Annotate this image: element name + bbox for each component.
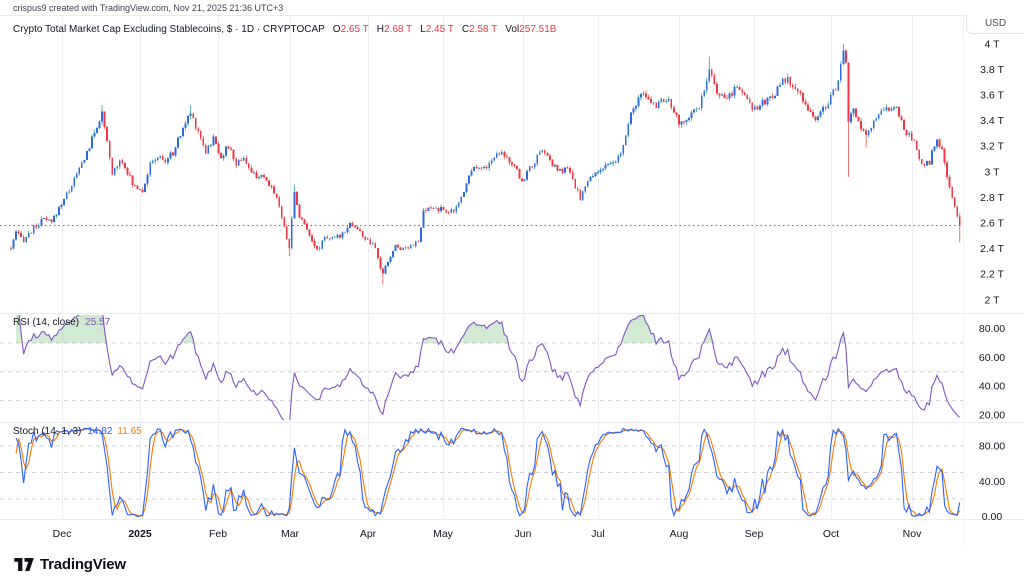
svg-text:Mar: Mar [281, 528, 300, 540]
symbol-title: Crypto Total Market Cap Excluding Stable… [13, 24, 325, 35]
stoch-axis-labels: 80.00 40.00 0.00 [979, 441, 1005, 524]
ohlc-close: C2.58 T [461, 24, 498, 35]
candle-bodies [10, 50, 961, 274]
stoch-d-value: 11.65 [117, 426, 142, 437]
ohlc-open: O2.65 T [332, 24, 369, 35]
svg-text:3.6 T: 3.6 T [980, 90, 1004, 102]
indicator-band-lines [0, 342, 963, 500]
svg-text:Apr: Apr [360, 528, 377, 540]
svg-text:2 T: 2 T [985, 294, 1001, 306]
stoch-legend: Stoch (14, 1, 3) 14.82 11.65 [13, 426, 142, 437]
rsi-axis-labels: 80.00 60.00 40.00 20.00 [979, 323, 1005, 421]
svg-text:Jun: Jun [515, 528, 532, 540]
symbol-legend: Crypto Total Market Cap Excluding Stable… [13, 24, 556, 35]
svg-text:Sep: Sep [745, 528, 764, 540]
svg-text:80.00: 80.00 [979, 441, 1005, 453]
svg-text:20.00: 20.00 [979, 410, 1005, 422]
tradingview-brand-link[interactable]: TradingView [14, 556, 126, 573]
panel-separators [0, 15, 1024, 546]
svg-text:2.8 T: 2.8 T [980, 192, 1004, 204]
rsi-name: RSI (14, close) [13, 317, 80, 328]
svg-text:80.00: 80.00 [979, 323, 1005, 335]
svg-text:Oct: Oct [823, 528, 839, 540]
month-gridlines [62, 16, 913, 519]
svg-text:2.6 T: 2.6 T [980, 218, 1004, 230]
svg-text:Feb: Feb [209, 528, 227, 540]
svg-text:Jul: Jul [591, 528, 604, 540]
svg-text:40.00: 40.00 [979, 476, 1005, 488]
attribution-text: crispus9 created with TradingView.com, N… [13, 3, 284, 13]
svg-text:3 T: 3 T [985, 166, 1001, 178]
tradingview-logo-icon [14, 558, 34, 571]
rsi-line [18, 315, 961, 420]
svg-text:60.00: 60.00 [979, 352, 1005, 364]
svg-text:2025: 2025 [128, 528, 152, 540]
svg-text:Aug: Aug [670, 528, 689, 540]
rsi-overbought-fill [16, 315, 960, 343]
svg-text:4 T: 4 T [985, 38, 1001, 50]
stoch-k-line [15, 427, 961, 518]
rsi-value: 25.57 [85, 317, 111, 328]
time-axis-labels: Dec 2025 Feb Mar Apr May Jun Jul Aug Sep Oct Nov [53, 528, 922, 540]
candle-wicks [10, 43, 961, 285]
svg-text:2.4 T: 2.4 T [980, 243, 1004, 255]
svg-text:Nov: Nov [903, 528, 922, 540]
volume-readout: Vol257.51B [505, 24, 557, 35]
svg-text:0.00: 0.00 [982, 511, 1003, 523]
ohlc-low: L2.45 T [420, 24, 454, 35]
price-axis-labels: 4 T 3.8 T 3.6 T 3.4 T 3.2 T 3 T 2.8 T 2.6 T 2.4 … [980, 38, 1004, 306]
svg-text:2.2 T: 2.2 T [980, 269, 1004, 281]
rsi-legend: RSI (14, close) 25.57 [13, 317, 110, 328]
svg-text:40.00: 40.00 [979, 381, 1005, 393]
svg-text:3.2 T: 3.2 T [980, 141, 1004, 153]
svg-text:Dec: Dec [53, 528, 72, 540]
price-axis-unit-button: USD [966, 15, 1024, 34]
svg-text:3.4 T: 3.4 T [980, 115, 1004, 127]
ohlc-high: H2.68 T [376, 24, 413, 35]
stoch-k-value: 14.82 [87, 426, 113, 437]
stoch-name: Stoch (14, 1, 3) [13, 426, 82, 437]
tradingview-wordmark: TradingView [40, 556, 126, 573]
svg-text:3.8 T: 3.8 T [980, 64, 1004, 76]
svg-text:May: May [433, 528, 454, 540]
